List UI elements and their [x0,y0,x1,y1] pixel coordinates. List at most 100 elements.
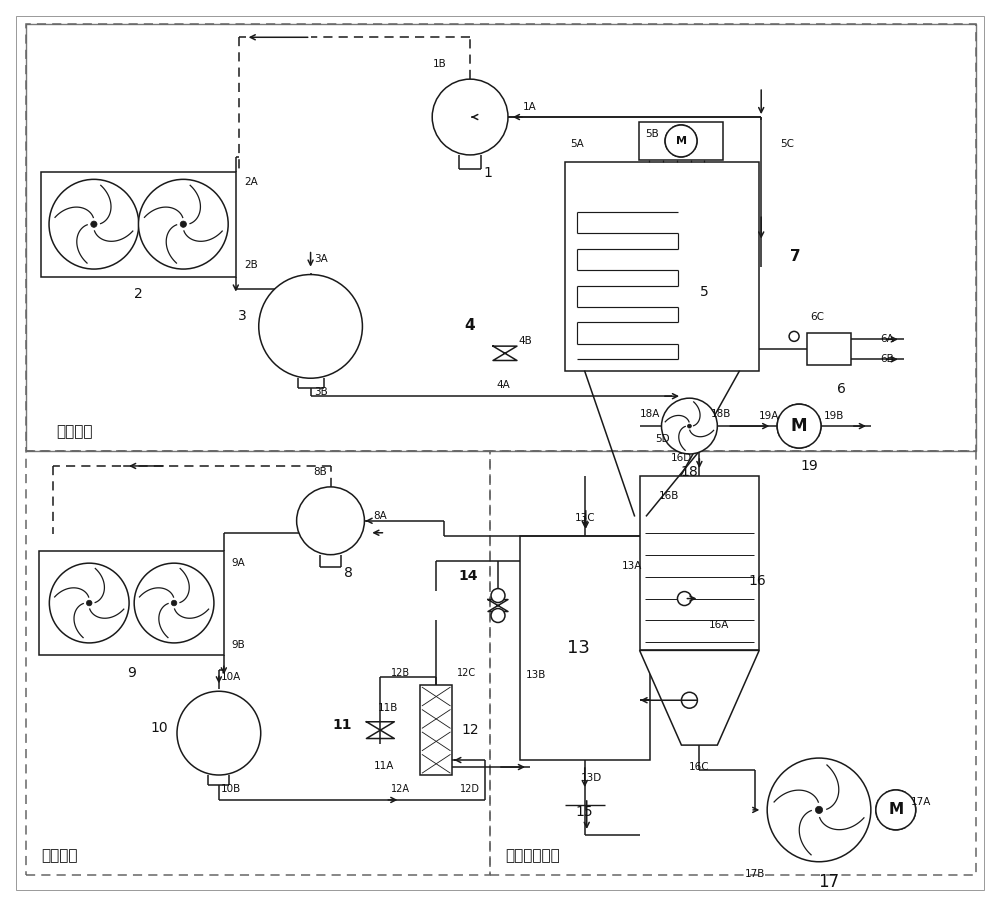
Text: 1B: 1B [433,59,447,69]
Text: 19: 19 [800,459,818,473]
Text: 18: 18 [681,465,698,479]
Bar [779,407,819,446]
Circle shape [777,404,821,448]
Text: 2: 2 [134,287,143,302]
Text: 6B: 6B [880,354,894,364]
Circle shape [491,589,505,602]
Bar [639,122,723,159]
Text: 2A: 2A [244,177,258,187]
Text: 13: 13 [567,639,590,657]
Bar [640,476,759,651]
Text: M: M [676,136,687,146]
Text: 8A: 8A [373,511,387,521]
Text: 3A: 3A [314,254,327,264]
Text: 12A: 12A [391,784,410,794]
Circle shape [815,806,823,814]
Bar [39,551,224,655]
Bar [520,535,650,760]
Text: 气力送雪模块: 气力送雪模块 [505,848,560,863]
Circle shape [432,79,508,155]
Text: 4A: 4A [496,381,510,390]
Text: 16C: 16C [689,762,710,772]
Bar [565,162,759,371]
Text: 5B: 5B [645,129,659,139]
Circle shape [86,601,92,606]
Circle shape [876,790,916,830]
Circle shape [662,398,717,454]
Circle shape [171,601,177,606]
Circle shape [767,758,871,862]
Text: 18A: 18A [639,410,660,419]
Text: 19B: 19B [824,411,844,421]
Text: 16B: 16B [659,491,680,501]
Bar [878,792,914,828]
Text: 15: 15 [576,805,594,819]
Circle shape [49,179,139,269]
Text: 2B: 2B [244,260,258,270]
Circle shape [491,609,505,622]
Text: 17A: 17A [911,797,931,807]
Text: 5D: 5D [655,434,669,444]
Text: 13B: 13B [526,670,546,680]
Circle shape [49,564,129,643]
Text: 10: 10 [150,721,168,735]
Circle shape [134,564,214,643]
Polygon shape [640,651,759,745]
Text: 6A: 6A [880,334,894,344]
Text: 12B: 12B [391,669,410,679]
Text: 13D: 13D [581,773,602,783]
Text: 制冷模块: 制冷模块 [41,848,78,863]
Text: 12C: 12C [457,669,476,679]
Text: 17: 17 [818,872,840,891]
Text: 6: 6 [837,382,845,396]
Text: 6C: 6C [810,313,824,323]
Bar [807,333,851,365]
Circle shape [687,424,691,428]
Text: 3: 3 [238,310,247,323]
Text: 9A: 9A [232,558,246,568]
Circle shape [259,275,362,378]
Circle shape [777,404,821,448]
Bar [26,24,976,451]
Bar [667,127,695,155]
Bar [420,685,452,775]
Text: 16: 16 [748,573,766,588]
Text: 14: 14 [458,569,478,583]
Circle shape [789,332,799,342]
Circle shape [681,692,697,708]
Bar [26,451,490,874]
Text: 1A: 1A [523,102,537,112]
Circle shape [91,221,97,227]
Text: 11: 11 [333,718,352,732]
Circle shape [876,790,916,830]
Text: 5: 5 [700,284,709,299]
Text: 1: 1 [484,166,492,180]
Text: 12: 12 [461,723,479,737]
Text: 5A: 5A [570,139,584,149]
Text: 13C: 13C [574,513,595,523]
Text: 17B: 17B [745,869,765,879]
Text: 9: 9 [127,666,136,680]
Circle shape [138,179,228,269]
Text: 16A: 16A [709,621,730,631]
Text: 8: 8 [344,565,353,580]
Bar [41,172,236,276]
Text: 18B: 18B [711,410,732,419]
Text: 13A: 13A [621,561,642,571]
Text: 8B: 8B [314,467,327,477]
Circle shape [180,221,186,227]
Text: 4B: 4B [518,336,532,346]
Text: 5C: 5C [780,139,794,149]
Circle shape [297,487,364,554]
Bar [490,451,976,874]
Text: 19A: 19A [759,411,779,421]
Text: 制冰模块: 制冰模块 [56,424,93,439]
Text: 4: 4 [465,318,475,333]
Circle shape [177,691,261,775]
Text: 11A: 11A [374,761,395,771]
Text: M: M [791,417,807,435]
Bar [26,24,976,451]
Text: 16D: 16D [671,453,692,463]
Circle shape [665,125,697,157]
Text: 9B: 9B [232,641,246,651]
